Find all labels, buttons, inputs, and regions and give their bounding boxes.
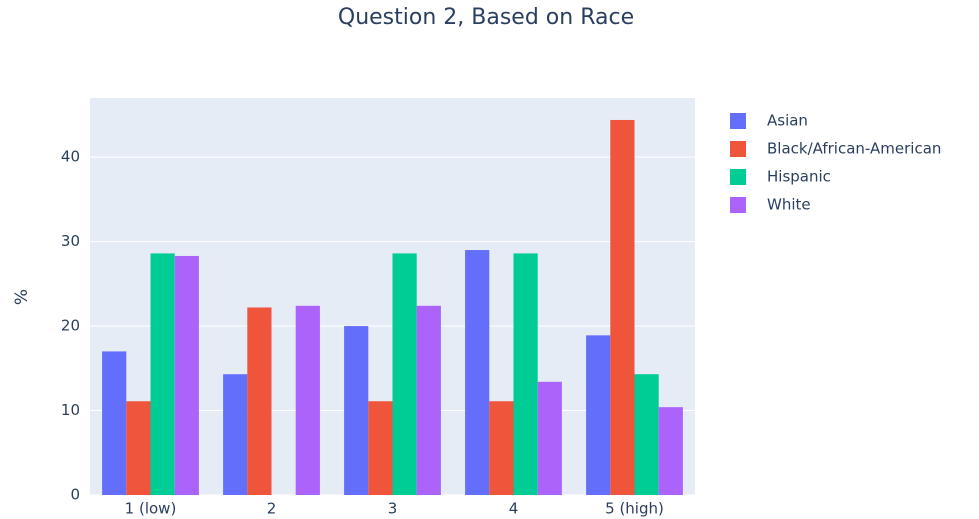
- y-axis-label: %: [12, 289, 32, 305]
- bar: [368, 401, 393, 495]
- bar: [537, 381, 562, 495]
- bar: [102, 351, 127, 495]
- bar: [610, 119, 635, 495]
- x-tick-label: 5 (high): [605, 500, 664, 518]
- legend-label: White: [767, 196, 811, 214]
- bar: [586, 335, 611, 495]
- y-tick-label: 30: [61, 232, 80, 250]
- bar: [392, 253, 417, 495]
- x-tick-label: 1 (low): [125, 500, 177, 518]
- bar: [489, 401, 514, 495]
- y-tick-label: 40: [61, 148, 80, 166]
- legend-swatch: [730, 169, 746, 185]
- y-tick-label: 20: [61, 317, 80, 335]
- bar: [150, 253, 175, 495]
- bar: [223, 374, 248, 495]
- bar: [465, 250, 490, 495]
- x-tick-label: 3: [388, 500, 398, 518]
- legend-swatch: [730, 197, 746, 213]
- bar: [126, 401, 151, 495]
- y-tick-label: 10: [61, 401, 80, 419]
- bar: [344, 326, 369, 495]
- legend-label: Asian: [767, 112, 808, 130]
- bar: [634, 374, 659, 495]
- bar: [295, 305, 320, 495]
- legend-label: Black/African-American: [767, 140, 941, 158]
- legend-swatch: [730, 113, 746, 129]
- bar: [416, 305, 441, 495]
- x-tick-label: 4: [509, 500, 519, 518]
- bar: [247, 307, 272, 495]
- bar: [658, 407, 683, 495]
- bar: [513, 253, 538, 495]
- chart-title: Question 2, Based on Race: [338, 5, 634, 30]
- bar: [174, 255, 199, 495]
- x-tick-label: 2: [267, 500, 277, 518]
- y-tick-label: 0: [70, 486, 80, 504]
- legend-swatch: [730, 141, 746, 157]
- legend-label: Hispanic: [767, 168, 831, 186]
